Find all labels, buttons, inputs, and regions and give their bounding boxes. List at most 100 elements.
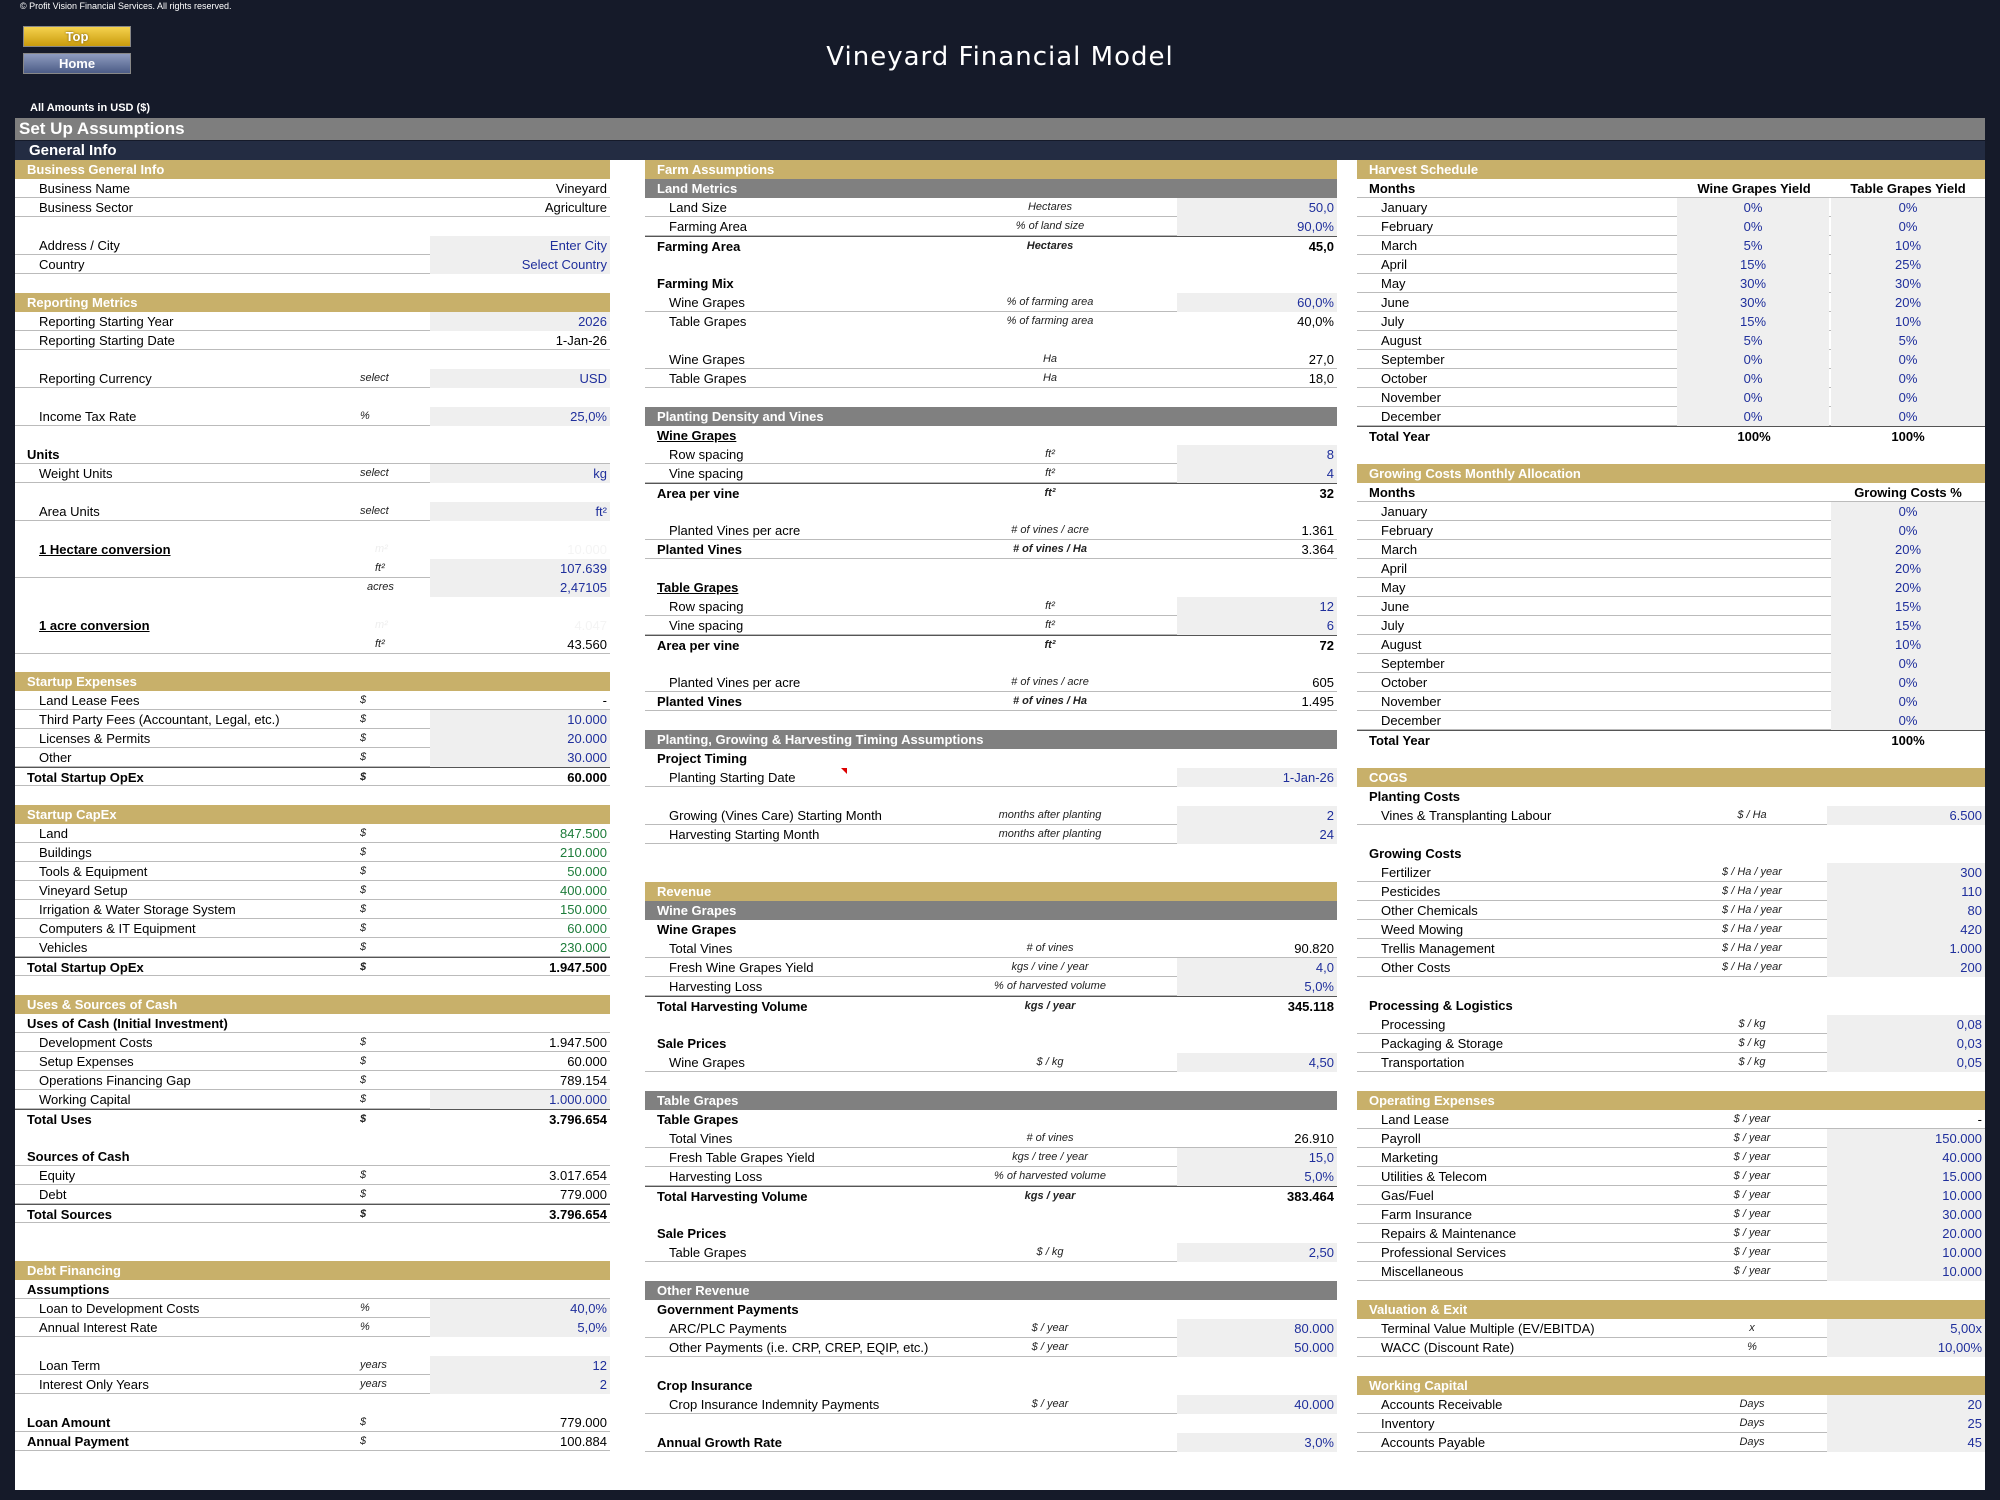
harvest-wine-value[interactable]: 30% [1677, 293, 1829, 312]
mix-wine-grapes-value[interactable]: 60,0% [1177, 293, 1337, 312]
opex-row-value[interactable]: 20.000 [1827, 1224, 1985, 1243]
growing-pct-value[interactable]: 20% [1831, 559, 1985, 578]
growing-pct-value[interactable]: 0% [1831, 692, 1985, 711]
area-units-value[interactable]: ft² [430, 502, 610, 521]
land-size-value[interactable]: 50,0 [1177, 198, 1337, 217]
harvest-table-value[interactable]: 10% [1831, 312, 1985, 331]
harvest-table-value[interactable]: 0% [1831, 369, 1985, 388]
opex-row-value[interactable]: 30.000 [1827, 1205, 1985, 1224]
annual-growth-rate-value[interactable]: 3,0% [1177, 1433, 1337, 1452]
growing-pct-value[interactable]: 0% [1831, 502, 1985, 521]
wine-row-spacing-value[interactable]: 8 [1177, 445, 1337, 464]
harvest-wine-value[interactable]: 30% [1677, 274, 1829, 293]
growing-pct-value[interactable]: 10% [1831, 635, 1985, 654]
harvest-wine-value[interactable]: 0% [1677, 198, 1829, 217]
arc-plc-payments-value[interactable]: 80.000 [1177, 1319, 1337, 1338]
opex-row-value[interactable]: 40.000 [1827, 1148, 1985, 1167]
opex-row-value[interactable]: 10.000 [1827, 1186, 1985, 1205]
processing-cost-row-value[interactable]: 0,03 [1827, 1034, 1985, 1053]
harvest-table-value[interactable]: 25% [1831, 255, 1985, 274]
harvest-table-value[interactable]: 0% [1831, 217, 1985, 236]
table-yield-value[interactable]: 15,0 [1177, 1148, 1337, 1167]
harvest-wine-value[interactable]: 5% [1677, 236, 1829, 255]
harvest-wine-value[interactable]: 0% [1677, 350, 1829, 369]
wine-vine-spacing-value[interactable]: 4 [1177, 464, 1337, 483]
processing-cost-row-value[interactable]: 0,08 [1827, 1015, 1985, 1034]
weight-units-value[interactable]: kg [430, 464, 610, 483]
annual-interest-rate-value[interactable]: 5,0% [430, 1318, 610, 1337]
loan-term-value[interactable]: 12 [430, 1356, 610, 1375]
growing-pct-value[interactable]: 0% [1831, 654, 1985, 673]
uses-row-value: 60.000 [567, 1054, 607, 1069]
opex-row-value[interactable]: 150.000 [1827, 1129, 1985, 1148]
reporting-currency-value[interactable]: USD [430, 369, 610, 388]
startup-expense-row-value[interactable]: 30.000 [430, 748, 610, 767]
harvest-table-value[interactable]: 0% [1831, 350, 1985, 369]
harvest-table-value[interactable]: 30% [1831, 274, 1985, 293]
reporting-year-value[interactable]: 2026 [430, 312, 610, 331]
harvest-wine-value[interactable]: 0% [1677, 388, 1829, 407]
home-button[interactable]: Home [23, 53, 131, 74]
planting-start-date-value[interactable]: 1-Jan-26 [1177, 768, 1337, 787]
country-value[interactable]: Select Country [430, 255, 610, 274]
working-capital-row-value[interactable]: 45 [1827, 1433, 1985, 1452]
growing-cost-row-value[interactable]: 80 [1827, 901, 1985, 920]
startup-expense-row-value[interactable]: 20.000 [430, 729, 610, 748]
working-capital-row-value[interactable]: 25 [1827, 1414, 1985, 1433]
harvest-table-value[interactable]: 0% [1831, 407, 1985, 426]
harvest-wine-value[interactable]: 0% [1677, 369, 1829, 388]
wine-harvest-loss-value[interactable]: 5,0% [1177, 977, 1337, 996]
address-city-value[interactable]: Enter City [430, 236, 610, 255]
wacc-value[interactable]: 10,00% [1827, 1338, 1985, 1357]
interest-only-years-value[interactable]: 2 [430, 1375, 610, 1394]
processing-cost-row-value[interactable]: 0,05 [1827, 1053, 1985, 1072]
growing-cost-row-value[interactable]: 110 [1827, 882, 1985, 901]
growing-pct-value[interactable]: 20% [1831, 578, 1985, 597]
working-capital-row-value[interactable]: 20 [1827, 1395, 1985, 1414]
growing-start-month-value[interactable]: 2 [1177, 806, 1337, 825]
harvest-wine-value[interactable]: 15% [1677, 312, 1829, 331]
growing-pct-value[interactable]: 0% [1831, 711, 1985, 730]
growing-cost-row-value[interactable]: 300 [1827, 863, 1985, 882]
terminal-value-multiple-value[interactable]: 5,00x [1827, 1319, 1985, 1338]
growing-cost-row-value[interactable]: 1.000 [1827, 939, 1985, 958]
harvest-table-value[interactable]: 5% [1831, 331, 1985, 350]
table-price-value[interactable]: 2,50 [1177, 1243, 1337, 1262]
hectare-conversion-label: 1 Hectare conversion [39, 542, 171, 557]
income-tax-rate-value[interactable]: 25,0% [430, 407, 610, 426]
wine-yield-value[interactable]: 4,0 [1177, 958, 1337, 977]
table-row-spacing-value[interactable]: 12 [1177, 597, 1337, 616]
harvest-wine-value[interactable]: 15% [1677, 255, 1829, 274]
vines-transplanting-value[interactable]: 6.500 [1827, 806, 1985, 825]
harvest-wine-value[interactable]: 5% [1677, 331, 1829, 350]
uses-row-value[interactable]: 1.000.000 [430, 1090, 610, 1109]
opex-row-value[interactable]: 10.000 [1827, 1262, 1985, 1281]
growing-pct-value[interactable]: 0% [1831, 673, 1985, 692]
other-payments-value[interactable]: 50.000 [1177, 1338, 1337, 1357]
harvest-table-value[interactable]: 10% [1831, 236, 1985, 255]
growing-pct-value[interactable]: 15% [1831, 616, 1985, 635]
harvest-table-value[interactable]: 0% [1831, 198, 1985, 217]
growing-pct-value[interactable]: 15% [1831, 597, 1985, 616]
harvest-table-value[interactable]: 0% [1831, 388, 1985, 407]
wine-price-value[interactable]: 4,50 [1177, 1053, 1337, 1072]
growing-pct-value[interactable]: 20% [1831, 540, 1985, 559]
loan-to-development-value[interactable]: 40,0% [430, 1299, 610, 1318]
harvest-table-value[interactable]: 20% [1831, 293, 1985, 312]
opex-row-value[interactable]: 10.000 [1827, 1243, 1985, 1262]
top-button[interactable]: Top [23, 26, 131, 47]
capex-row-unit: $ [360, 941, 367, 953]
table-vine-spacing-value[interactable]: 6 [1177, 616, 1337, 635]
harvest-start-month-value[interactable]: 24 [1177, 825, 1337, 844]
opex-row-value[interactable]: 15.000 [1827, 1167, 1985, 1186]
growing-pct-value[interactable]: 0% [1831, 521, 1985, 540]
growing-cost-row-value[interactable]: 200 [1827, 958, 1985, 977]
table-harvest-loss-value[interactable]: 5,0% [1177, 1167, 1337, 1186]
growing-cost-row-value[interactable]: 420 [1827, 920, 1985, 939]
harvest-wine-value[interactable]: 0% [1677, 407, 1829, 426]
startup-expense-row-value[interactable]: 10.000 [430, 710, 610, 729]
farming-area-pct-value[interactable]: 90,0% [1177, 217, 1337, 236]
harvest-wine-value[interactable]: 0% [1677, 217, 1829, 236]
comment-marker[interactable] [841, 768, 847, 774]
crop-insurance-payments-value[interactable]: 40.000 [1177, 1395, 1337, 1414]
